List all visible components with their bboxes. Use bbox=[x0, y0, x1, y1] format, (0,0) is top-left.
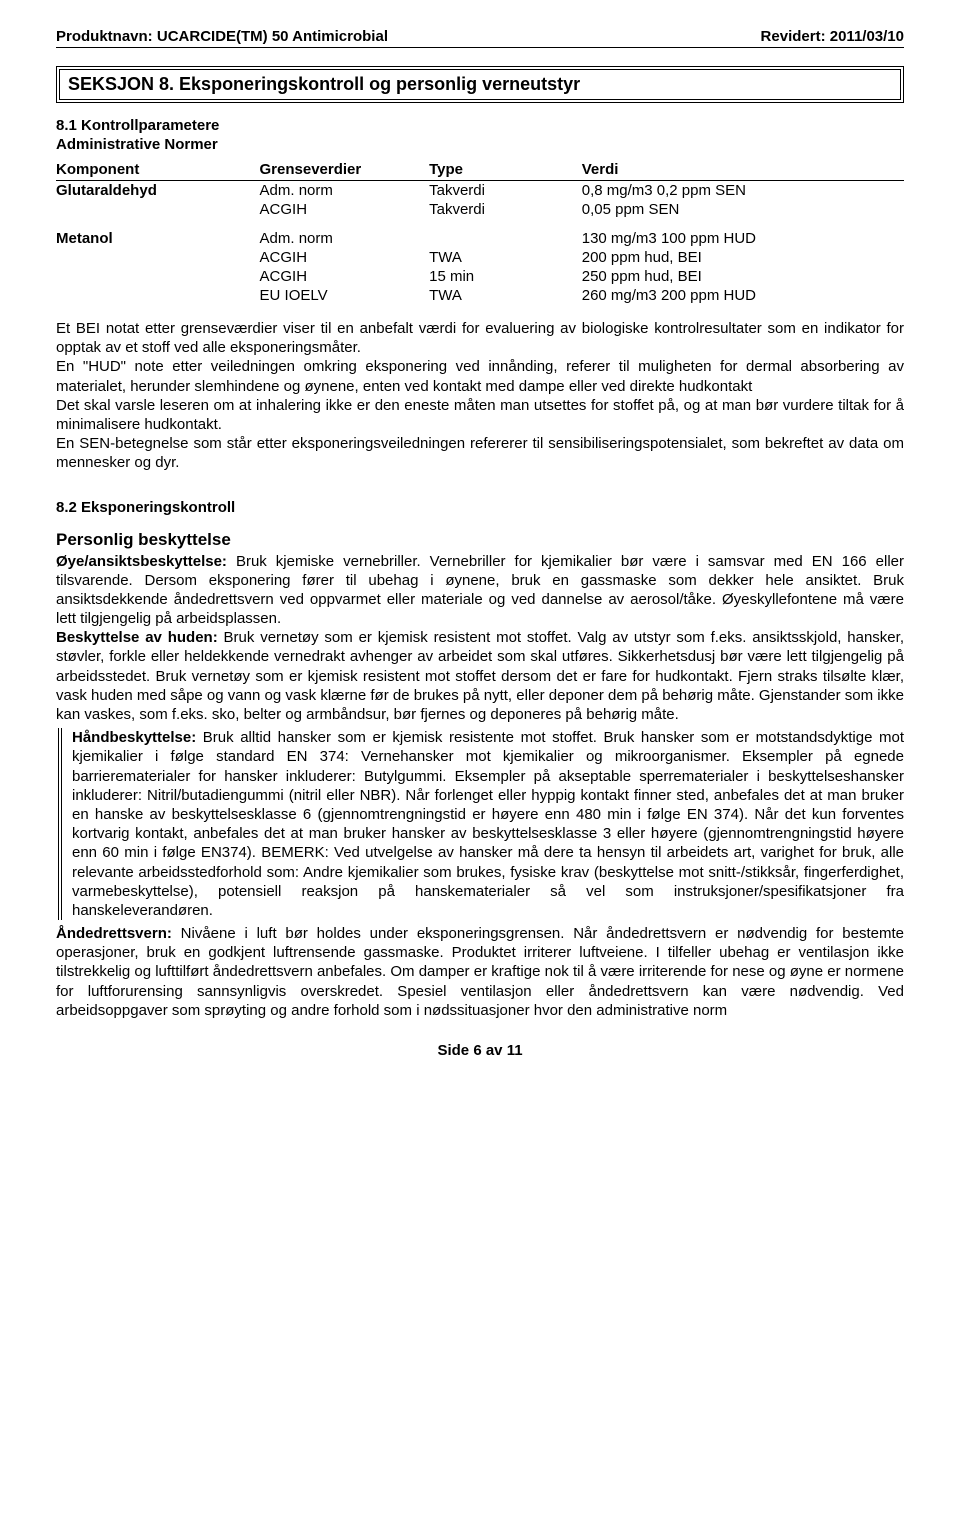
note-warn: Det skal varsle leseren om at inhalering… bbox=[56, 396, 904, 434]
cell-source: EU IOELV bbox=[260, 286, 430, 305]
page-label: Side bbox=[437, 1042, 469, 1059]
respiratory-protection-label: Åndedrettsvern: bbox=[56, 925, 172, 942]
table-row: Glutaraldehyd Adm. norm Takverdi 0,8 mg/… bbox=[56, 181, 904, 201]
table-header-row: Komponent Grenseverdier Type Verdi bbox=[56, 159, 904, 181]
administrative-normer-label: Administrative Normer bbox=[56, 136, 904, 153]
page-current: 6 bbox=[473, 1042, 481, 1059]
hand-protection-block: Håndbeskyttelse: Bruk alltid hansker som… bbox=[58, 728, 904, 920]
limit-notes: Et BEI notat etter grenseværdier viser t… bbox=[56, 319, 904, 473]
respiratory-protection-text: Nivåene i luft bør holdes under eksponer… bbox=[56, 925, 904, 1019]
eye-protection: Øye/ansiktsbeskyttelse: Bruk kjemiske ve… bbox=[56, 552, 904, 629]
cell-component bbox=[56, 200, 260, 219]
cell-value: 0,8 mg/m3 0,2 ppm SEN bbox=[582, 181, 904, 201]
cell-source: Adm. norm bbox=[260, 229, 430, 248]
cell-component bbox=[56, 248, 260, 267]
product-name: UCARCIDE(TM) 50 Antimicrobial bbox=[157, 28, 388, 45]
cell-component bbox=[56, 267, 260, 286]
note-hud: En "HUD" note etter veiledningen omkring… bbox=[56, 357, 904, 395]
table-row: Metanol Adm. norm 130 mg/m3 100 ppm HUD bbox=[56, 229, 904, 248]
cell-value: 200 ppm hud, BEI bbox=[582, 248, 904, 267]
cell-type bbox=[429, 229, 582, 248]
skin-protection-label: Beskyttelse av huden: bbox=[56, 629, 218, 646]
page-header: Produktnavn: UCARCIDE(TM) 50 Antimicrobi… bbox=[56, 28, 904, 48]
table-row: ACGIH Takverdi 0,05 ppm SEN bbox=[56, 200, 904, 219]
revised-header: Revidert: 2011/03/10 bbox=[761, 28, 904, 45]
hand-protection-label: Håndbeskyttelse: bbox=[72, 729, 196, 746]
cell-value: 260 mg/m3 200 ppm HUD bbox=[582, 286, 904, 305]
col-component: Komponent bbox=[56, 159, 260, 181]
cell-type: TWA bbox=[429, 248, 582, 267]
cell-component bbox=[56, 286, 260, 305]
revised-value: 2011/03/10 bbox=[830, 28, 904, 45]
product-label: Produktnavn: bbox=[56, 28, 153, 45]
col-limits: Grenseverdier bbox=[260, 159, 430, 181]
cell-type: Takverdi bbox=[429, 200, 582, 219]
cell-value: 250 ppm hud, BEI bbox=[582, 267, 904, 286]
cell-component: Metanol bbox=[56, 229, 260, 248]
respiratory-protection: Åndedrettsvern: Nivåene i luft bør holde… bbox=[56, 924, 904, 1020]
product-header: Produktnavn: UCARCIDE(TM) 50 Antimicrobi… bbox=[56, 28, 388, 45]
personal-protection-title: Personlig beskyttelse bbox=[56, 530, 904, 550]
cell-type: 15 min bbox=[429, 267, 582, 286]
subsection-8-2: 8.2 Eksponeringskontroll bbox=[56, 499, 904, 516]
table-row: ACGIH 15 min 250 ppm hud, BEI bbox=[56, 267, 904, 286]
eye-protection-label: Øye/ansiktsbeskyttelse: bbox=[56, 553, 227, 570]
cell-source: Adm. norm bbox=[260, 181, 430, 201]
cell-type: TWA bbox=[429, 286, 582, 305]
cell-source: ACGIH bbox=[260, 267, 430, 286]
cell-value: 0,05 ppm SEN bbox=[582, 200, 904, 219]
skin-protection: Beskyttelse av huden: Bruk vernetøy som … bbox=[56, 628, 904, 724]
table-row: ACGIH TWA 200 ppm hud, BEI bbox=[56, 248, 904, 267]
hand-protection-text: Bruk alltid hansker som er kjemisk resis… bbox=[72, 729, 904, 919]
col-type: Type bbox=[429, 159, 582, 181]
page-total: 11 bbox=[507, 1042, 523, 1059]
cell-value: 130 mg/m3 100 ppm HUD bbox=[582, 229, 904, 248]
note-sen: En SEN-betegnelse som står etter ekspone… bbox=[56, 434, 904, 472]
section-8-title-box: SEKSJON 8. Eksponeringskontroll og perso… bbox=[56, 66, 904, 103]
exposure-limits-table: Komponent Grenseverdier Type Verdi Gluta… bbox=[56, 159, 904, 305]
col-value: Verdi bbox=[582, 159, 904, 181]
revised-label: Revidert: bbox=[761, 28, 826, 45]
cell-source: ACGIH bbox=[260, 200, 430, 219]
note-bei: Et BEI notat etter grenseværdier viser t… bbox=[56, 319, 904, 357]
table-row: EU IOELV TWA 260 mg/m3 200 ppm HUD bbox=[56, 286, 904, 305]
document-page: Produktnavn: UCARCIDE(TM) 50 Antimicrobi… bbox=[0, 0, 960, 1099]
page-footer: Side 6 av 11 bbox=[56, 1042, 904, 1059]
page-of: av bbox=[486, 1042, 503, 1059]
cell-component: Glutaraldehyd bbox=[56, 181, 260, 201]
section-8-title: SEKSJON 8. Eksponeringskontroll og perso… bbox=[68, 74, 892, 95]
cell-type: Takverdi bbox=[429, 181, 582, 201]
subsection-8-1: 8.1 Kontrollparametere bbox=[56, 117, 904, 134]
cell-source: ACGIH bbox=[260, 248, 430, 267]
